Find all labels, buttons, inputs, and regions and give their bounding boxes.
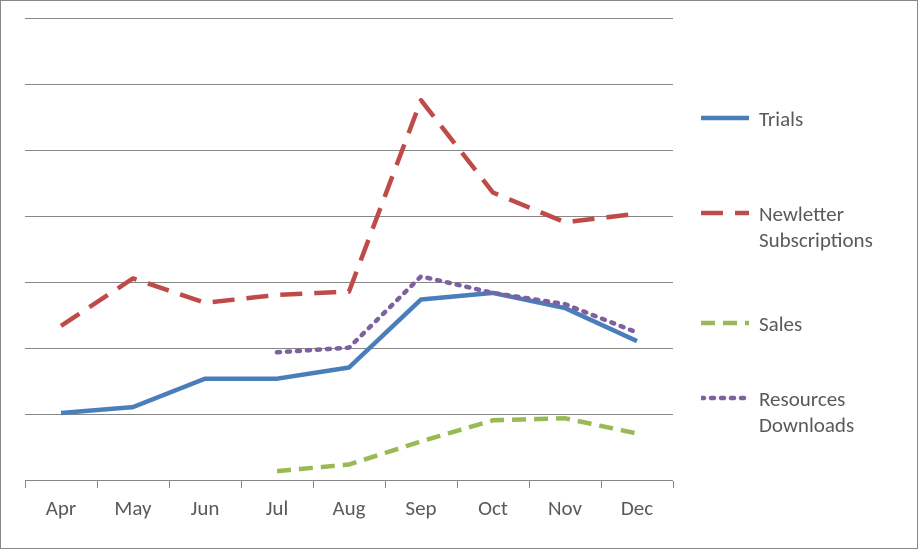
x-tick <box>241 481 242 488</box>
chart-frame: AprMayJunJulAugSepOctNovDec TrialsNewlet… <box>0 0 918 549</box>
x-tick <box>601 481 602 488</box>
legend-item-sales: Sales <box>701 311 802 337</box>
x-tick <box>673 481 674 488</box>
x-axis-label: Jun <box>191 495 220 521</box>
x-tick <box>457 481 458 488</box>
x-axis-label: Apr <box>46 495 77 521</box>
x-axis-label: Sep <box>405 495 436 521</box>
series-layer <box>25 19 673 481</box>
legend-item-resources: Resources Downloads <box>701 386 854 439</box>
legend-swatch-trials <box>701 106 749 130</box>
x-axis-label: Dec <box>621 495 653 521</box>
x-tick <box>529 481 530 488</box>
legend-swatch-sales <box>701 311 749 335</box>
x-axis-label: Nov <box>548 495 582 521</box>
x-tick <box>169 481 170 488</box>
x-axis-label: May <box>114 495 151 521</box>
x-tick <box>313 481 314 488</box>
legend-label-sales: Sales <box>759 311 802 337</box>
plot-area: AprMayJunJulAugSepOctNovDec <box>25 19 673 481</box>
legend-label-trials: Trials <box>759 106 803 132</box>
legend-swatch-newsletter <box>701 201 749 225</box>
legend-item-newsletter: Newletter Subscriptions <box>701 201 873 254</box>
x-axis-label: Oct <box>478 495 508 521</box>
series-line-trials <box>61 293 637 413</box>
x-axis-label: Aug <box>332 495 365 521</box>
x-tick <box>385 481 386 488</box>
series-line-sales <box>277 418 637 471</box>
legend-label-resources: Resources Downloads <box>759 386 854 439</box>
x-tick <box>25 481 26 488</box>
series-line-newsletter <box>61 100 637 326</box>
x-tick <box>97 481 98 488</box>
x-axis-label: Jul <box>266 495 289 521</box>
legend-swatch-resources <box>701 386 749 410</box>
legend-item-trials: Trials <box>701 106 803 132</box>
legend-label-newsletter: Newletter Subscriptions <box>759 201 873 254</box>
